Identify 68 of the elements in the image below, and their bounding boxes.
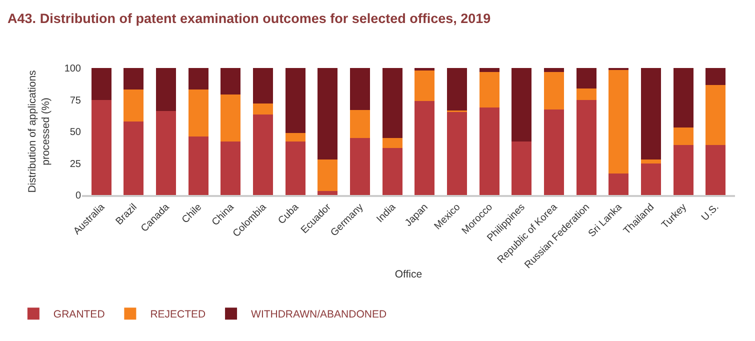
bar — [188, 90, 208, 137]
y-tick-label: 25 — [70, 158, 82, 170]
bar — [285, 132, 306, 142]
bar — [124, 90, 144, 122]
bar — [706, 68, 726, 86]
bar — [414, 70, 435, 102]
bar — [285, 68, 306, 133]
y-tick-label: 50 — [70, 127, 82, 138]
bar — [608, 173, 629, 195]
bar — [576, 100, 596, 195]
x-tick-label: U.S. — [700, 202, 722, 224]
x-tick-label: Chile — [180, 202, 204, 226]
bar — [608, 70, 629, 174]
bar — [253, 104, 274, 114]
bar — [446, 68, 468, 111]
y-axis-title: Distribution of applications processed (%) — [26, 70, 52, 193]
bar — [91, 100, 112, 195]
bar — [350, 138, 370, 195]
bar — [318, 159, 338, 192]
legend-label: REJECTED — [150, 308, 206, 321]
bar — [350, 110, 370, 138]
bar — [285, 142, 306, 195]
bar — [479, 107, 500, 195]
bar — [124, 121, 144, 195]
bar — [318, 191, 338, 195]
bar — [673, 128, 694, 145]
bar — [512, 142, 532, 195]
bar — [479, 68, 500, 72]
bar — [188, 68, 208, 90]
bar — [544, 72, 564, 110]
bar — [91, 68, 112, 100]
bar — [414, 101, 435, 195]
bar — [156, 111, 176, 195]
legend-label: GRANTED — [53, 308, 106, 321]
bar — [576, 88, 596, 100]
bar — [479, 72, 500, 108]
bar — [512, 68, 532, 142]
bar — [414, 68, 435, 71]
bar — [220, 142, 241, 195]
bar — [673, 144, 694, 195]
x-axis-title: Office — [394, 268, 422, 280]
bar — [544, 109, 564, 195]
bar — [382, 138, 402, 148]
bar — [156, 68, 176, 112]
y-tick-label: 0 — [75, 190, 82, 202]
bar — [220, 94, 241, 142]
bar — [124, 68, 144, 90]
bar — [640, 163, 661, 195]
bar — [446, 112, 468, 195]
y-tick-label: 75 — [70, 95, 82, 106]
bar — [220, 68, 241, 95]
bar — [673, 68, 694, 128]
bar — [544, 68, 564, 72]
bar — [253, 114, 274, 195]
bar — [350, 68, 370, 110]
bar — [318, 68, 338, 160]
legend-label: WITHDRAWN/ABANDONED — [251, 308, 387, 321]
bar — [640, 68, 661, 160]
y-tick-label: 100 — [64, 64, 82, 74]
bar — [706, 144, 726, 195]
bar — [382, 68, 402, 138]
bar — [188, 136, 208, 195]
bar — [640, 159, 661, 164]
bar — [382, 148, 402, 195]
bar — [576, 68, 596, 88]
bar — [706, 85, 726, 145]
chart-title: A43. Distribution of patent examination outcomes for selected offices, 2019 — [8, 11, 491, 26]
bar — [253, 68, 274, 104]
